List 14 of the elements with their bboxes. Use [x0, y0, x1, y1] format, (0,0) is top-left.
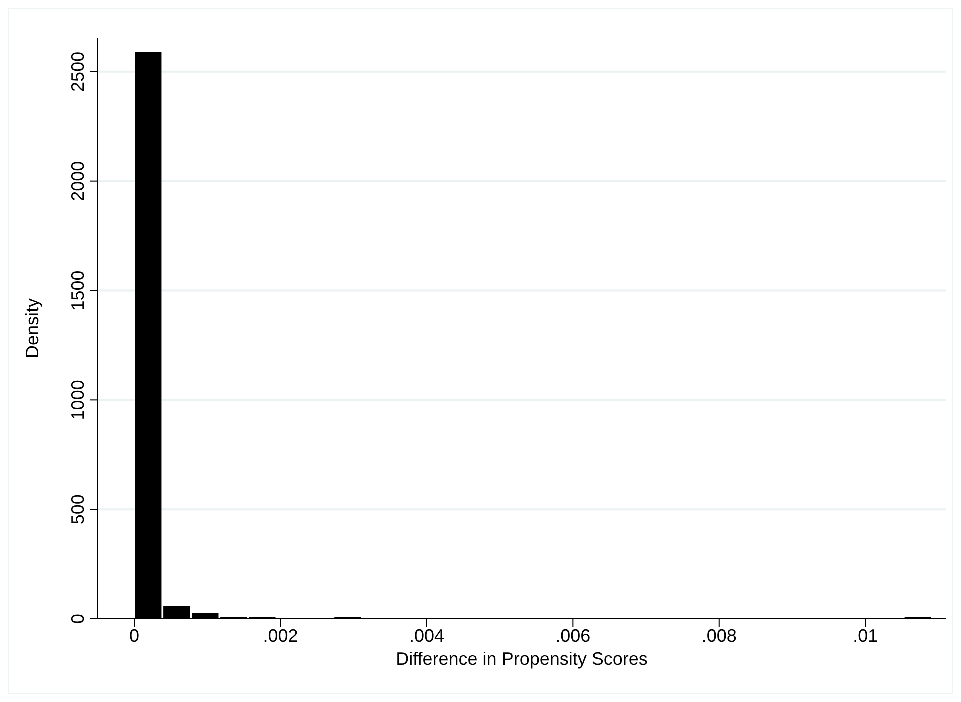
x-tick-label: .004	[409, 626, 444, 646]
x-tick-label: .01	[853, 626, 878, 646]
x-tick-label: .006	[556, 626, 591, 646]
y-tick-label: 2000	[68, 161, 88, 202]
x-tick-label: .002	[263, 626, 298, 646]
y-tick-label: 0	[68, 614, 88, 624]
y-tick-label: 2500	[68, 52, 88, 92]
y-tick-label: 1500	[68, 270, 88, 311]
y-tick-label: 500	[68, 494, 88, 525]
x-tick-label: .008	[702, 626, 737, 646]
y-tick-label: 1000	[68, 380, 88, 420]
x-tick-label: 0	[130, 626, 140, 646]
x-axis-title: Difference in Propensity Scores	[396, 649, 648, 669]
y-axis-title: Density	[22, 298, 42, 359]
